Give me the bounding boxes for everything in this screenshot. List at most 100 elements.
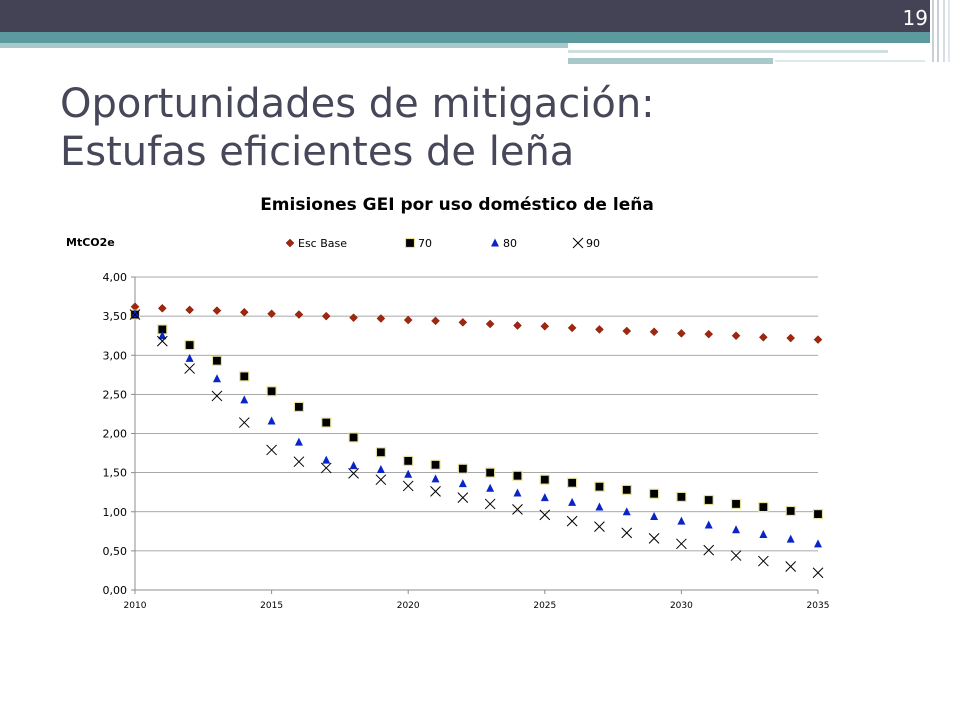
data-point (293, 401, 305, 412)
data-point (567, 323, 577, 333)
data-point (648, 488, 660, 499)
data-point (704, 329, 714, 339)
data-point (540, 321, 550, 331)
data-point (431, 316, 440, 326)
data-point (294, 437, 303, 446)
data-point (786, 333, 796, 343)
x-tick-label: 2035 (807, 601, 830, 611)
data-point (211, 390, 223, 402)
header-accent-bar (0, 32, 930, 43)
y-tick-label: 1,50 (103, 467, 128, 480)
data-point (404, 469, 413, 478)
data-point (348, 468, 359, 479)
data-point (676, 491, 687, 502)
data-point (622, 507, 631, 516)
data-point (785, 505, 796, 517)
data-point-stroke (676, 538, 687, 550)
header-deco-line (568, 58, 773, 64)
data-point (239, 307, 249, 317)
y-tick-label: 3,00 (103, 349, 128, 362)
data-point (595, 502, 604, 511)
legend-marker-esc-base (285, 238, 295, 248)
y-tick-label: 0,50 (103, 545, 128, 558)
data-point (348, 432, 359, 443)
data-point (376, 314, 386, 323)
data-point (622, 326, 632, 336)
data-point (594, 481, 605, 492)
chart-grid (135, 276, 818, 591)
x-tick-label: 2010 (124, 601, 147, 611)
header-deco-vline (948, 0, 950, 62)
data-point (131, 309, 139, 318)
data-point-stroke (512, 504, 523, 515)
data-point (786, 534, 795, 543)
x-tick-label: 2030 (670, 601, 693, 611)
chart-title: Emisiones GEI por uso doméstico de leña (260, 195, 654, 215)
data-point (321, 417, 332, 428)
data-point (157, 303, 167, 313)
data-point (375, 447, 386, 458)
data-point (512, 470, 523, 481)
data-point (513, 488, 522, 497)
data-point-stroke (621, 527, 633, 539)
legend-label: 90 (586, 237, 600, 250)
y-tick-label: 2,50 (103, 388, 128, 401)
data-point (212, 374, 221, 383)
data-point (566, 515, 578, 527)
y-tick-label: 0,00 (103, 584, 128, 597)
y-tick-label: 2,00 (103, 428, 128, 441)
data-point (759, 529, 768, 538)
data-point (267, 309, 276, 319)
data-point (512, 504, 523, 515)
data-point (458, 479, 467, 488)
data-point (812, 508, 824, 520)
data-point (267, 416, 276, 425)
data-point (403, 455, 414, 466)
data-point (539, 509, 551, 521)
data-point-stroke (785, 561, 797, 572)
data-point-stroke (320, 462, 332, 474)
data-point (731, 331, 741, 341)
data-point (485, 467, 496, 478)
data-point (457, 492, 469, 504)
series-70 (129, 309, 824, 520)
data-point-stroke (648, 533, 660, 544)
data-point-stroke (484, 498, 496, 510)
header-deco-line (775, 60, 925, 62)
data-point (266, 444, 277, 456)
data-point (540, 493, 549, 502)
data-point (184, 363, 195, 374)
chart-tick-labels: 0,00 0,50 1,00 1,50 2,00 2,50 3,00 3,50 4,00 2010… (103, 271, 830, 611)
data-point-stroke (184, 363, 195, 374)
data-point-stroke (730, 550, 742, 561)
data-point-stroke (211, 390, 223, 402)
data-point-stroke (539, 509, 551, 521)
legend-label: 80 (503, 237, 517, 250)
slide-title: Oportunidades de mitigación: Estufas efi… (60, 80, 900, 176)
legend-marker-80 (491, 238, 499, 247)
data-point-stroke (402, 480, 414, 492)
data-point (785, 561, 797, 572)
header-deco-line (568, 50, 888, 53)
data-point (403, 315, 413, 325)
x-tick-label: 2025 (533, 601, 556, 611)
data-point (320, 462, 332, 474)
data-point (322, 455, 331, 464)
header-accent-stripe (0, 43, 568, 48)
data-point (485, 319, 495, 329)
data-point-stroke (566, 515, 578, 527)
data-point-stroke (238, 417, 250, 428)
header-deco-vline (943, 0, 945, 62)
legend-marker-90-stroke (572, 237, 584, 249)
series-90 (129, 309, 824, 579)
data-point-stroke (430, 486, 441, 497)
x-tick-label: 2020 (397, 601, 420, 611)
data-point (238, 417, 250, 428)
legend-marker-90 (572, 237, 584, 249)
data-point (376, 464, 385, 473)
data-point (457, 463, 468, 474)
chart-legend: Esc Base 70 80 90 (285, 237, 600, 250)
y-tick-label: 4,00 (103, 271, 128, 284)
data-point (595, 325, 604, 334)
data-point-stroke (375, 474, 387, 486)
